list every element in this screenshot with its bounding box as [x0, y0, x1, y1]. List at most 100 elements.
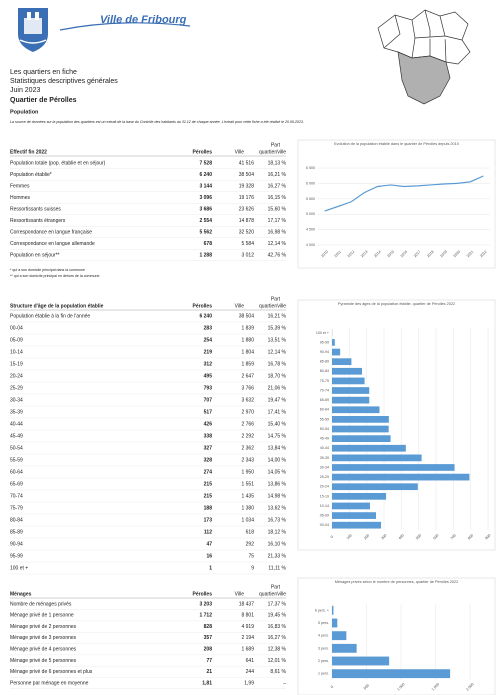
cell: 2 194	[241, 635, 254, 641]
x-tick-label: 900	[484, 533, 491, 540]
cell: 3 766	[241, 385, 254, 391]
y-tick-label: 3 pers.	[318, 646, 329, 650]
cell: 23 626	[239, 206, 255, 212]
row-label: 20-24	[10, 373, 23, 379]
column-header: Part	[271, 584, 281, 590]
column-header: Ménages	[10, 591, 32, 597]
cell: 3 012	[241, 252, 254, 258]
cell: 495	[204, 373, 213, 379]
y-tick-label: 1 pers.	[318, 672, 329, 676]
cell: 6 240	[199, 313, 212, 319]
cell: 15,39 %	[268, 325, 287, 331]
row-label: 75-79	[10, 505, 23, 511]
bar	[332, 521, 382, 529]
row-label: Ressortissants étrangers	[10, 218, 66, 224]
cell: 42,76 %	[268, 252, 287, 258]
cell: 21,06 %	[268, 385, 287, 391]
y-tick-label: 00-04	[320, 523, 329, 527]
cell: 357	[204, 635, 213, 641]
cell: 77	[206, 658, 212, 664]
row-label: Personne par ménage en moyenne	[10, 680, 89, 686]
y-tick-label: 35-39	[320, 456, 329, 460]
bar	[332, 367, 362, 375]
bar	[332, 358, 352, 366]
y-tick-label: 5 pers.	[318, 621, 329, 625]
column-header: quartier/ville	[259, 591, 286, 597]
source-note: La source de données sur la population d…	[10, 120, 304, 124]
cell: 12,14 %	[268, 241, 287, 247]
chart-title: Pyramide des âges de la population établ…	[337, 302, 456, 306]
x-tick-label: 800	[467, 533, 474, 540]
cell: 16,98 %	[268, 229, 287, 235]
cell: 19 328	[239, 183, 255, 189]
x-tick-label: 2 000	[465, 682, 474, 691]
y-tick-label: 85-89	[320, 360, 329, 364]
cell: 14 878	[239, 218, 255, 224]
cell: 283	[204, 325, 213, 331]
x-tick-label: 2014	[373, 250, 381, 258]
row-label: Nombre de ménages privés	[10, 601, 72, 607]
cell: 793	[204, 385, 213, 391]
bar	[332, 387, 370, 394]
x-tick-label: 2010	[320, 250, 328, 258]
cell: 16,21 %	[268, 313, 287, 319]
x-tick-label: 2018	[426, 250, 434, 258]
row-label: 35-39	[10, 409, 23, 415]
cell: 75	[248, 553, 254, 559]
bar	[332, 656, 390, 666]
cell: 21,33 %	[268, 553, 287, 559]
cell: 8,61 %	[270, 669, 286, 675]
cell: 16,83 %	[268, 624, 287, 630]
row-label: Ménage privé de 4 personnes	[10, 647, 77, 653]
cell: 338	[204, 433, 213, 439]
chart-title: Ménages privés selon le nombre de person…	[334, 580, 459, 584]
x-tick-label: 300	[380, 533, 387, 540]
cell: 13,84 %	[268, 445, 287, 451]
x-tick-label: 2021	[466, 250, 474, 258]
line-series	[324, 175, 484, 212]
x-tick-label: 0	[330, 535, 334, 539]
row-label: Population totale (pop. établie et en sé…	[10, 160, 106, 166]
cell: 16,21 %	[268, 172, 287, 178]
row-label: 05-09	[10, 337, 23, 343]
column-header: Structure d'âge de la population établie	[10, 303, 104, 309]
title-line: Les quartiers en fiche	[10, 69, 77, 76]
column-header: quartier/ville	[259, 303, 286, 309]
cell: 3 632	[241, 397, 254, 403]
cell: 2 292	[241, 433, 254, 439]
y-tick-label: 2 pers.	[318, 659, 329, 663]
bar	[332, 435, 391, 442]
x-tick-label: 2020	[453, 250, 461, 258]
cell: 38 504	[239, 172, 255, 178]
cell: 1,81	[202, 680, 212, 686]
cell: 3 203	[199, 601, 212, 607]
cell: 215	[204, 493, 213, 499]
row-label: Hommes	[10, 195, 31, 201]
x-tick-label: 2015	[386, 250, 394, 258]
cell: 38 504	[239, 313, 255, 319]
row-label: 55-59	[10, 457, 23, 463]
x-tick-label: 2017	[413, 250, 421, 258]
cell: 8 801	[241, 613, 254, 619]
quarter-title: Quartier de Pérolles	[10, 97, 77, 104]
cell: 17,17 %	[268, 218, 287, 224]
cell: 18 437	[239, 601, 255, 607]
cell: 47	[206, 541, 212, 547]
cell: 1 380	[241, 505, 254, 511]
y-tick-label: 6 pers. +	[315, 608, 329, 612]
row-label: Ménage privé de 2 personnes	[10, 624, 77, 630]
x-tick-label: 700	[450, 533, 457, 540]
column-header: quartier/ville	[259, 149, 286, 155]
bar	[332, 425, 389, 433]
cell: 1 804	[241, 349, 254, 355]
title-line: Statistiques descriptives générales	[10, 78, 118, 85]
y-tick-label: 70-74	[320, 388, 329, 392]
cell: 15,40 %	[268, 421, 287, 427]
cell: 327	[204, 445, 213, 451]
row-label: 80-84	[10, 517, 23, 523]
cell: 328	[204, 457, 213, 463]
cell: 13,86 %	[268, 481, 287, 487]
row-label: Population en séjour**	[10, 252, 60, 258]
y-tick-label: 95-99	[320, 340, 329, 344]
